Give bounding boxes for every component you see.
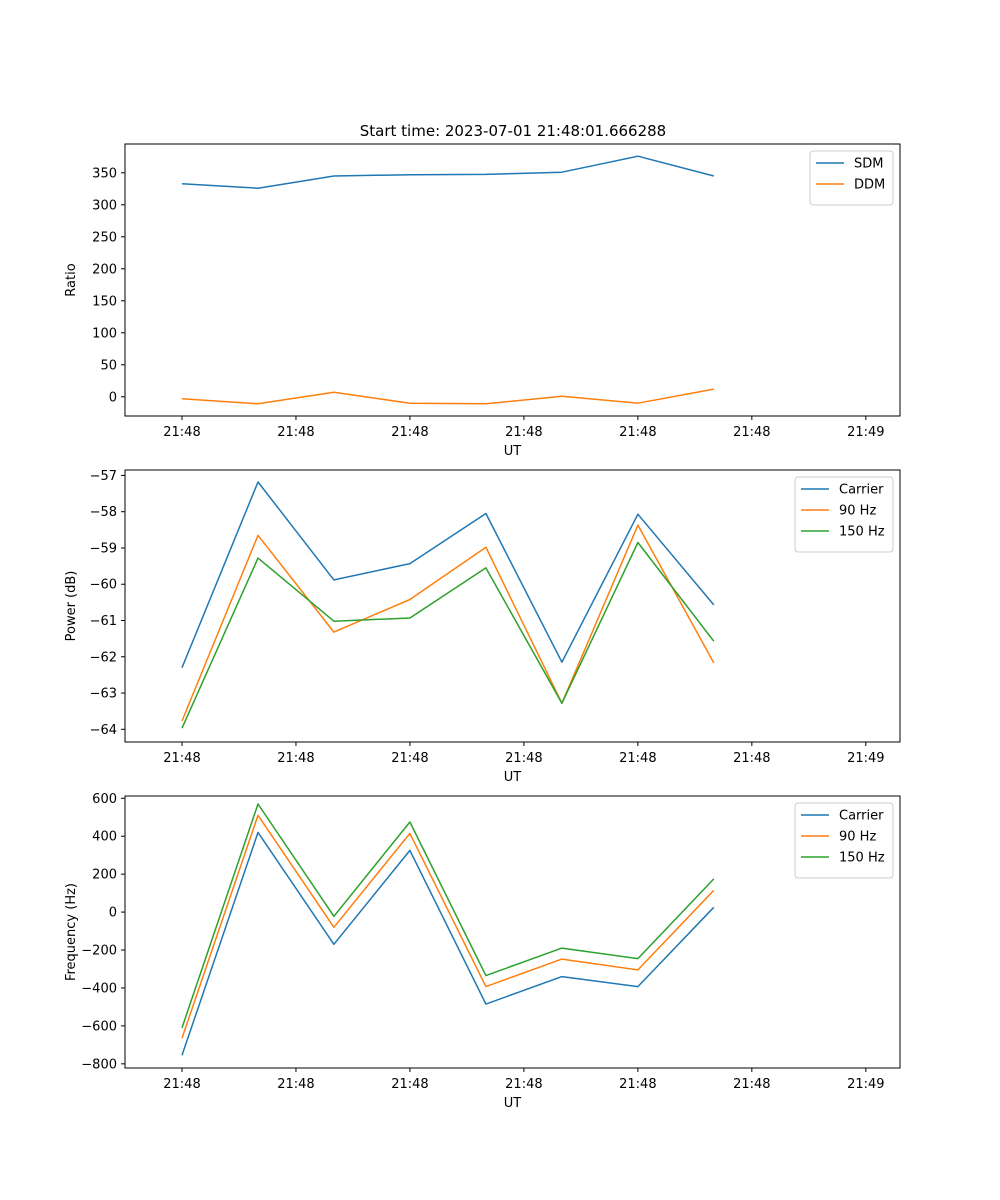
frequency-plot-frame [124, 795, 901, 1069]
frequency-y-tick-label: 0 [109, 906, 117, 921]
frequency-legend-label: Carrier [839, 809, 884, 824]
frequency-series-carrier-line [181, 831, 715, 1056]
frequency-x-tick-label: 21:48 [619, 1077, 656, 1092]
power-y-tick-label: −64 [90, 723, 117, 738]
frequency-x-tick-label: 21:48 [277, 1077, 314, 1092]
ratio-y-tick-label: 350 [92, 166, 117, 181]
power-x-tick-label: 21:48 [619, 751, 656, 766]
frequency-legend-label: 90 Hz [839, 830, 876, 845]
power-y-tick-label: −61 [90, 614, 117, 629]
power-y-tick-label: −59 [90, 541, 117, 556]
power-series-150-hz-line [181, 541, 715, 729]
ratio-legend-label: SDM [854, 157, 883, 172]
frequency-y-tick-label: 200 [92, 868, 117, 883]
power-x-tick-label: 21:49 [847, 751, 884, 766]
power-y-axis-label: Power (dB) [64, 571, 79, 642]
frequency-x-tick-label: 21:48 [733, 1077, 770, 1092]
frequency-y-tick-label: −600 [81, 1019, 117, 1034]
ratio-x-axis-label: UT [504, 444, 522, 459]
power-legend-label: 90 Hz [839, 504, 876, 519]
ratio-y-tick-label: 150 [92, 294, 117, 309]
frequency-y-tick-label: 600 [92, 792, 117, 807]
ratio-y-tick-label: 0 [109, 390, 117, 405]
power-y-tick-label: −62 [90, 650, 117, 665]
ratio-y-tick-label: 300 [92, 198, 117, 213]
frequency-legend-label: 150 Hz [839, 851, 885, 866]
frequency-y-tick-label: −400 [81, 981, 117, 996]
power-series-90-hz-line [181, 524, 715, 722]
power-y-tick-label: −60 [90, 578, 117, 593]
ratio-panel: 21:48 21:48 21:48 21:48 21:48 21:48 21:49 0 50 10… [64, 143, 901, 459]
frequency-legend [794, 802, 894, 879]
power-x-tick-label: 21:48 [163, 751, 200, 766]
frequency-x-axis-label: UT [504, 1096, 522, 1111]
ratio-y-tick-label: 50 [100, 358, 117, 373]
ratio-x-tick-label: 21:49 [847, 425, 884, 440]
power-x-tick-label: 21:48 [505, 751, 542, 766]
power-plot-frame [124, 469, 901, 743]
power-legend-label: 150 Hz [839, 525, 885, 540]
ratio-y-tick-label: 200 [92, 262, 117, 277]
power-panel: 21:48 21:48 21:48 21:48 21:48 21:48 21:49 −64 −6… [64, 469, 901, 785]
power-y-tick-label: −63 [90, 687, 117, 702]
frequency-y-tick-label: −800 [81, 1057, 117, 1072]
frequency-y-tick-label: 400 [92, 830, 117, 845]
figure-title: Start time: 2023-07-01 21:48:01.666288 [360, 122, 666, 140]
ratio-y-tick-label: 250 [92, 230, 117, 245]
ratio-series-sdm-line [181, 155, 714, 189]
frequency-series-150-hz-line [181, 803, 715, 1029]
power-x-tick-label: 21:48 [733, 751, 770, 766]
ratio-y-tick-label: 100 [92, 326, 117, 341]
ratio-legend-label: DDM [854, 178, 885, 193]
frequency-x-tick-label: 21:48 [163, 1077, 200, 1092]
frequency-y-tick-label: −200 [81, 944, 117, 959]
ratio-x-tick-label: 21:48 [733, 425, 770, 440]
power-x-tick-label: 21:48 [277, 751, 314, 766]
frequency-panel: 21:48 21:48 21:48 21:48 21:48 21:48 21:49 −800 −… [64, 792, 901, 1111]
frequency-x-tick-label: 21:49 [847, 1077, 884, 1092]
power-legend-label: Carrier [839, 483, 884, 498]
ratio-x-tick-label: 21:48 [505, 425, 542, 440]
ratio-x-tick-label: 21:48 [277, 425, 314, 440]
ratio-series-ddm-line [181, 388, 714, 405]
frequency-x-tick-label: 21:48 [505, 1077, 542, 1092]
frequency-series-90-hz-line [181, 814, 715, 1039]
ratio-plot-frame [124, 143, 901, 417]
ratio-legend [809, 150, 894, 206]
ratio-x-tick-label: 21:48 [391, 425, 428, 440]
ratio-x-tick-label: 21:48 [163, 425, 200, 440]
power-x-axis-label: UT [504, 770, 522, 785]
power-x-tick-label: 21:48 [391, 751, 428, 766]
ratio-y-axis-label: Ratio [64, 263, 79, 296]
power-legend [794, 476, 894, 553]
power-y-tick-label: −58 [90, 505, 117, 520]
ratio-x-tick-label: 21:48 [619, 425, 656, 440]
power-series-carrier-line [181, 481, 715, 668]
frequency-x-tick-label: 21:48 [391, 1077, 428, 1092]
power-y-tick-label: −57 [90, 469, 117, 484]
frequency-y-axis-label: Frequency (Hz) [64, 883, 79, 981]
